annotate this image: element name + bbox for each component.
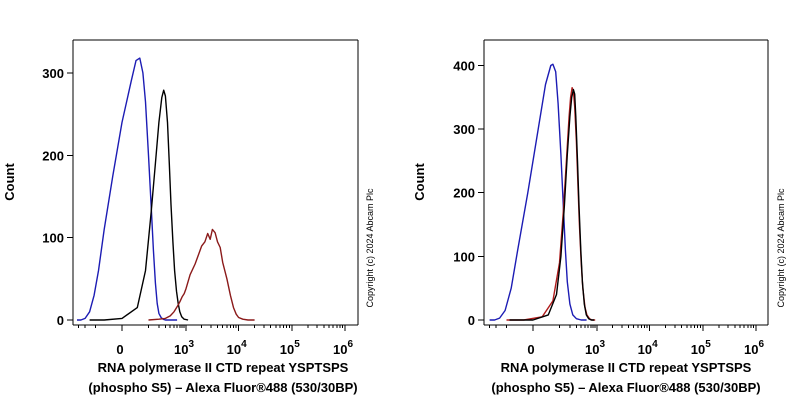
- x-tick-label: 103: [174, 339, 194, 357]
- right-series: [489, 63, 596, 321]
- x-tick-label: 106: [333, 339, 353, 357]
- right-x-axis-title-line1: RNA polymerase II CTD repeat YSPTSPS: [501, 360, 752, 375]
- y-tick-label: 100: [42, 231, 64, 246]
- left-x-axis-title-line2: (phospho S5) – Alexa Fluor®488 (530/30BP…: [88, 380, 357, 395]
- series-black-line: [509, 88, 595, 321]
- y-tick-label: 0: [57, 313, 64, 328]
- series-red-line: [148, 228, 255, 321]
- right-copyright: Copyright (c) 2024 Abcam Plc: [776, 188, 786, 308]
- x-tick-label: 105: [280, 339, 300, 357]
- left-x-ticks: 0 103 104 105 106: [78, 325, 353, 357]
- left-series: [77, 57, 255, 321]
- y-tick-label: 0: [468, 313, 475, 328]
- x-tick-label: 0: [527, 342, 534, 357]
- left-y-axis-title: Count: [2, 163, 17, 201]
- series-blue-line: [489, 63, 587, 321]
- y-tick-label: 400: [453, 58, 475, 73]
- right-y-axis-title: Count: [412, 163, 427, 201]
- y-tick-label: 300: [453, 122, 475, 137]
- chart-right: 0 100 200 300 400 0 103 104 105 106 Count RNA po…: [412, 39, 786, 395]
- right-x-ticks: 0 103 104 105 106: [489, 325, 764, 357]
- chart-left: 0 100 200 300 0 103 104 105 106 Count RNA polym…: [2, 39, 375, 395]
- right-y-ticks: 0 100 200 300 400: [453, 58, 484, 328]
- y-tick-label: 200: [42, 148, 64, 163]
- x-tick-label: 0: [116, 342, 123, 357]
- left-x-axis-title-line1: RNA polymerase II CTD repeat YSPTSPS: [98, 360, 349, 375]
- x-tick-label: 105: [691, 339, 711, 357]
- x-tick-label: 103: [585, 339, 605, 357]
- x-tick-label: 104: [227, 339, 247, 357]
- left-y-ticks: 0 100 200 300: [42, 66, 73, 328]
- series-red-line: [506, 87, 596, 321]
- series-black-line: [89, 89, 189, 321]
- x-tick-label: 106: [744, 339, 764, 357]
- y-tick-label: 100: [453, 249, 475, 264]
- y-tick-label: 300: [42, 66, 64, 81]
- y-tick-label: 200: [453, 186, 475, 201]
- left-copyright: Copyright (c) 2024 Abcam Plc: [365, 188, 375, 308]
- right-x-axis-title-line2: (phospho S5) – Alexa Fluor®488 (530/30BP…: [491, 380, 760, 395]
- x-tick-label: 104: [638, 339, 658, 357]
